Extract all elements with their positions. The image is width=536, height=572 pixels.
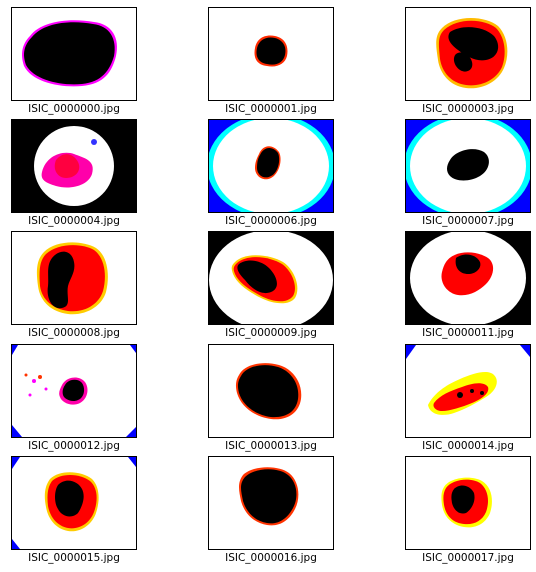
lesion-image	[12, 120, 136, 212]
lesion-image-frame	[208, 119, 334, 213]
lesion-image	[239, 467, 299, 526]
image-caption: ISIC_0000014.jpg	[422, 440, 514, 452]
image-caption: ISIC_0000004.jpg	[28, 215, 120, 227]
image-caption: ISIC_0000016.jpg	[225, 552, 317, 564]
lesion-image	[436, 18, 508, 89]
lesion-image	[209, 232, 333, 324]
image-caption: ISIC_0000000.jpg	[28, 103, 120, 115]
image-caption: ISIC_0000013.jpg	[225, 440, 317, 452]
lesion-image	[36, 242, 108, 315]
lesion-image	[406, 120, 530, 212]
lesion-image	[12, 345, 136, 437]
lesion-image-frame	[405, 7, 531, 101]
lesion-image	[209, 120, 333, 212]
lesion-image-frame	[11, 456, 137, 550]
image-caption: ISIC_0000003.jpg	[422, 103, 514, 115]
lesion-image-frame	[405, 456, 531, 550]
lesion-image-frame	[208, 456, 334, 550]
lesion-image-frame	[405, 119, 531, 213]
image-caption: ISIC_0000006.jpg	[225, 215, 317, 227]
lesion-image	[22, 20, 118, 87]
lesion-image	[254, 35, 288, 67]
image-caption: ISIC_0000009.jpg	[225, 327, 317, 339]
lesion-image-frame	[11, 119, 137, 213]
image-caption: ISIC_0000011.jpg	[422, 327, 514, 339]
image-caption: ISIC_0000015.jpg	[28, 552, 120, 564]
lesion-image-frame	[11, 344, 137, 438]
lesion-image-frame	[208, 7, 334, 101]
image-caption: ISIC_0000008.jpg	[28, 327, 120, 339]
lesion-image	[12, 457, 136, 549]
lesion-image-frame	[208, 231, 334, 325]
lesion-image	[406, 232, 530, 324]
image-caption: ISIC_0000001.jpg	[225, 103, 317, 115]
lesion-image	[235, 363, 302, 420]
lesion-image-frame	[11, 231, 137, 325]
image-caption: ISIC_0000017.jpg	[422, 552, 514, 564]
lesion-image	[441, 477, 492, 528]
lesion-image-frame	[405, 231, 531, 325]
lesion-image	[406, 345, 530, 415]
lesion-image-frame	[405, 344, 531, 438]
image-caption: ISIC_0000007.jpg	[422, 215, 514, 227]
lesion-image-frame	[11, 7, 137, 101]
lesion-image-frame	[208, 344, 334, 438]
image-caption: ISIC_0000012.jpg	[28, 440, 120, 452]
